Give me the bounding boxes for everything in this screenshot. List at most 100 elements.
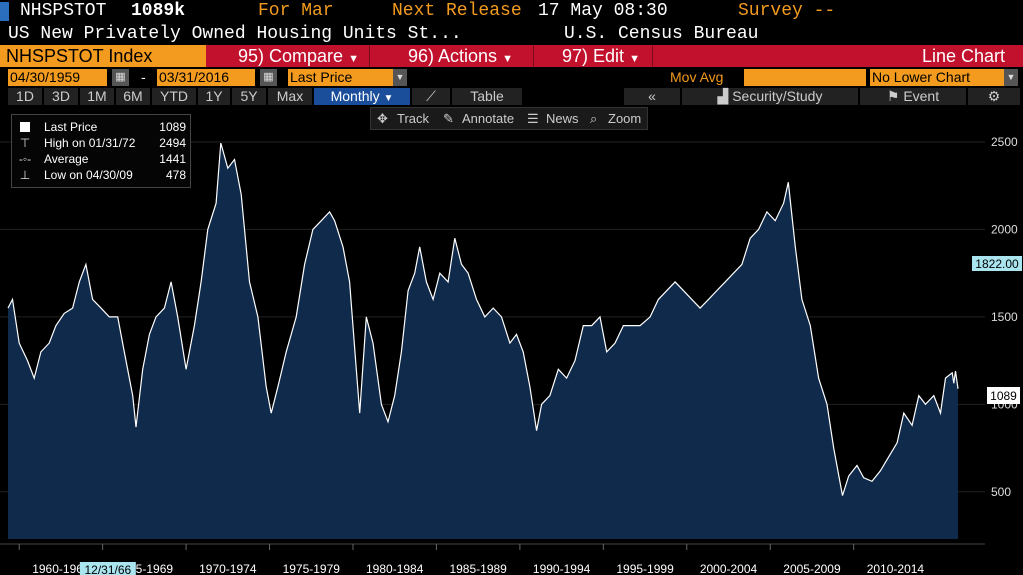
high-marker-icon: ⊤ [19, 136, 31, 150]
x-tick-label: 2000-2004 [700, 562, 758, 575]
security-study-label: Security/Study [732, 88, 823, 104]
period-5y[interactable]: 5Y [232, 88, 266, 105]
chevron-down-icon: ▼ [629, 53, 640, 65]
series-line [7, 142, 959, 496]
y-tick-label: 2000 [991, 222, 1018, 236]
chart-icon: ▟ [717, 88, 729, 104]
y-tick-label: 500 [991, 485, 1011, 499]
flag-icon: ⚑ [886, 88, 900, 104]
legend-low: ⊥ Low on 04/30/09 478 [18, 167, 186, 183]
x-axis: 1960-1964 1965-1969 1970-1974 1975-1979 1980… [0, 543, 985, 575]
marker-value-label: 1822.00 [975, 257, 1019, 271]
zoom-button[interactable]: Zoom [608, 111, 642, 126]
period-max[interactable]: Max [268, 88, 312, 105]
function-bar: NHSPSTOT Index 95) Compare ▼ 96) Actions… [0, 45, 1023, 67]
security-study-button[interactable]: ▟ Security/Study [682, 88, 858, 105]
x-tick-label: 1995-1999 [616, 562, 674, 575]
period-3d[interactable]: 3D [44, 88, 78, 105]
ticker: NHSPSTOT [20, 1, 107, 21]
chart-toolbar: ✥ Track ✎ Annotate ☰ News ⌕ Zoom [370, 107, 648, 130]
security-header: NHSPSTOT 1089k For Mar Next Release 17 M… [0, 0, 1023, 22]
legend-average: -◦- Average 1441 [18, 151, 186, 167]
date-range-row: 04/30/1959 ▦ - 03/31/2016 ▦ Last Price ▼… [0, 68, 1023, 87]
period-1y[interactable]: 1Y [198, 88, 230, 105]
mov-avg-input[interactable] [744, 69, 866, 86]
frequency-label: Monthly [330, 88, 380, 104]
field-select[interactable]: Last Price [288, 69, 393, 86]
legend-last-value: 1089 [159, 120, 186, 134]
last-value-label: 1089 [990, 389, 1017, 403]
index-tab[interactable]: NHSPSTOT Index [0, 45, 206, 67]
chevron-down-icon[interactable]: ▼ [1004, 69, 1018, 86]
average-line-icon: -◦- [18, 152, 32, 166]
legend-last-label: Last Price [44, 120, 98, 134]
legend-high-label: High on 01/31/72 [44, 136, 136, 150]
track-icon[interactable]: ✥ [377, 111, 388, 126]
legend-avg-label: Average [44, 152, 89, 166]
lower-chart-select[interactable]: No Lower Chart [870, 69, 1004, 86]
table-button[interactable]: Table [452, 88, 522, 105]
legend-low-label: Low on 04/30/09 [44, 168, 133, 182]
period-row: 1D 3D 1M 6M YTD 1Y 5Y Max Monthly ▼ ⟋ Ta… [0, 87, 1023, 106]
last-value-tag: 1089 [987, 387, 1020, 404]
actions-button[interactable]: 96) Actions ▼ [408, 45, 513, 67]
annotate-button[interactable]: Annotate [462, 111, 515, 126]
event-button[interactable]: ⚑ Event [860, 88, 966, 105]
chevron-down-icon[interactable]: ▼ [393, 69, 407, 86]
track-button[interactable]: Track [397, 111, 430, 126]
marker-value-tag: 1822.00 [972, 256, 1022, 271]
period-1d[interactable]: 1D [8, 88, 42, 105]
calendar-icon[interactable]: ▦ [260, 69, 277, 86]
period-1m[interactable]: 1M [80, 88, 114, 105]
gear-icon[interactable]: ⚙ [968, 88, 1020, 105]
x-tick-label: 1960-1964 [32, 562, 90, 575]
period-ytd[interactable]: YTD [152, 88, 196, 105]
edit-label: 97) Edit [562, 46, 625, 66]
y-tick-label: 2500 [991, 135, 1018, 149]
start-date-input[interactable]: 04/30/1959 [8, 69, 107, 86]
x-tick-label: 2005-2009 [783, 562, 841, 575]
low-marker-icon: ⊥ [19, 168, 31, 182]
chart-legend[interactable]: Last Price 1089 ⊤ High on 01/31/72 2494 … [11, 114, 191, 188]
ticker-marker [0, 2, 9, 21]
chevron-down-icon: ▼ [502, 53, 513, 65]
legend-high: ⊤ High on 01/31/72 2494 [18, 135, 186, 151]
news-icon[interactable]: ☰ [527, 111, 539, 126]
line-chart-icon[interactable]: ⟋ [412, 88, 450, 105]
x-crosshair-box [79, 562, 136, 575]
legend-high-value: 2494 [159, 136, 186, 150]
swatch-icon [20, 122, 30, 132]
edit-button[interactable]: 97) Edit ▼ [562, 45, 640, 67]
legend-low-value: 478 [165, 168, 186, 182]
x-tick-label: 1990-1994 [533, 562, 591, 575]
y-tick-label: 1500 [991, 310, 1018, 324]
chevron-down-icon: ▼ [348, 53, 359, 65]
series-description: US New Privately Owned Housing Units St.… [8, 24, 462, 44]
end-date-input[interactable]: 03/31/2016 [157, 69, 255, 86]
legend-last-price: Last Price 1089 [18, 119, 186, 135]
collapse-button[interactable]: « [624, 88, 680, 105]
annotate-icon[interactable]: ✎ [443, 111, 454, 126]
compare-label: 95) Compare [238, 46, 344, 66]
chart-type-label[interactable]: Line Chart [921, 46, 1005, 66]
event-label: Event [903, 88, 940, 104]
actions-label: 96) Actions [408, 46, 498, 66]
date-separator: - [141, 69, 146, 85]
compare-button[interactable]: 95) Compare ▼ [238, 45, 359, 67]
last-value: 1089k [131, 1, 186, 21]
x-tick-label: 1985-1989 [449, 562, 507, 575]
news-button[interactable]: News [546, 111, 579, 126]
x-tick-label: 1970-1974 [199, 562, 257, 575]
source-name: U.S. Census Bureau [564, 24, 759, 44]
chevron-down-icon: ▼ [383, 93, 394, 104]
zoom-icon[interactable]: ⌕ [590, 111, 598, 126]
mov-avg-label: Mov Avg [670, 69, 724, 85]
x-tick-label: 1975-1979 [283, 562, 341, 575]
period-label: For Mar [258, 1, 334, 21]
next-release-label: Next Release [392, 1, 522, 21]
frequency-select[interactable]: Monthly ▼ [314, 88, 410, 105]
period-6m[interactable]: 6M [116, 88, 150, 105]
x-crosshair-label: 12/31/66 [84, 563, 131, 575]
calendar-icon[interactable]: ▦ [112, 69, 129, 86]
